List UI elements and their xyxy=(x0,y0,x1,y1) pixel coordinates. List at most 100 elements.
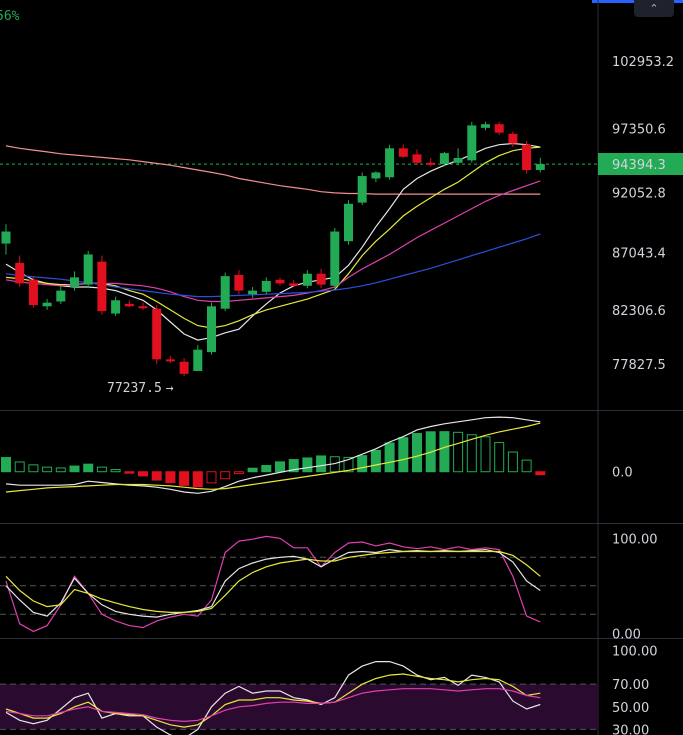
series-line-1 xyxy=(5,673,541,728)
candle-body xyxy=(83,254,93,285)
candle-body xyxy=(494,124,504,133)
candle-body xyxy=(111,300,121,314)
histogram-bar xyxy=(165,471,176,484)
candle-body xyxy=(220,276,230,309)
histogram-bar xyxy=(55,467,66,473)
price-tick-label: 97350.6 xyxy=(612,122,666,137)
candle-body xyxy=(97,261,107,312)
price-tick-label: 102953.2 xyxy=(612,55,674,70)
candle-body xyxy=(289,283,299,286)
histogram-bar xyxy=(466,434,477,473)
header-percent: 56% xyxy=(0,9,20,24)
candle-body xyxy=(1,231,11,244)
series-line-2 xyxy=(5,550,541,614)
candle-body xyxy=(15,262,25,284)
histogram-bar xyxy=(42,466,53,473)
histogram-bar xyxy=(151,471,162,481)
candle-body xyxy=(522,144,532,171)
collapse-button[interactable]: ⌃ xyxy=(634,0,674,17)
rsi-tick-label: 70.00 xyxy=(612,678,649,693)
histogram-bar xyxy=(288,459,299,473)
price-tick-label: 82306.6 xyxy=(612,304,666,319)
candle-body xyxy=(70,277,79,287)
histogram-bar xyxy=(206,471,217,484)
series-line-0 xyxy=(5,145,541,195)
candle-body xyxy=(28,279,38,306)
histogram-bar xyxy=(261,465,272,473)
price-tick-label: 77827.5 xyxy=(612,358,666,373)
histogram-bar xyxy=(83,463,94,473)
series-line-4 xyxy=(5,233,541,298)
price-tick-label: 87043.4 xyxy=(612,247,666,262)
histogram-bar xyxy=(220,471,231,480)
histogram-bar xyxy=(535,471,546,476)
candle-body xyxy=(426,162,436,165)
histogram-bar xyxy=(302,457,313,473)
candle-body xyxy=(357,176,367,203)
candle-body xyxy=(535,164,545,171)
candle-body xyxy=(330,231,340,286)
histogram-bar xyxy=(179,471,190,486)
candle-body xyxy=(152,308,162,360)
candle-body xyxy=(234,274,244,291)
histogram-bar xyxy=(453,431,464,473)
candle-body xyxy=(398,148,408,157)
stoch-tick-label: 100.00 xyxy=(612,532,658,547)
series-line-1 xyxy=(5,548,541,618)
histogram-bar xyxy=(14,461,25,473)
histogram-bar xyxy=(398,437,409,473)
macd-tick-label: 0.0 xyxy=(612,466,633,481)
candle-body xyxy=(193,349,203,371)
candle-body xyxy=(316,273,326,285)
macd-pane: 0.0 xyxy=(1,416,633,494)
rsi-tick-label: 30.00 xyxy=(612,723,649,735)
series-line-1 xyxy=(5,142,541,341)
candle-body xyxy=(165,359,175,362)
candle-body xyxy=(42,302,52,307)
candle-body xyxy=(275,279,285,284)
histogram-bar xyxy=(1,457,11,473)
candle-body xyxy=(179,361,189,374)
low-price-marker: 77237.5 → xyxy=(107,381,174,396)
candle-body xyxy=(261,280,271,292)
candle-body xyxy=(248,290,258,295)
histogram-bar xyxy=(480,436,491,473)
histogram-bar xyxy=(69,465,80,473)
histogram-bar xyxy=(275,461,285,473)
histogram-bar xyxy=(521,459,532,473)
histogram-bar xyxy=(370,449,381,473)
current-price-label: 94394.3 xyxy=(612,158,666,173)
series-line-2 xyxy=(5,688,541,723)
candle-body xyxy=(371,172,381,179)
series-line-1 xyxy=(5,422,541,493)
candle-body xyxy=(124,303,134,307)
price-pane: 102953.2 97350.6 92052.8 87043.4 82306.6 7782… xyxy=(0,55,674,377)
current-price-badge xyxy=(598,153,683,175)
candle-body xyxy=(344,203,353,242)
stochastic-pane: 100.00 0.00 xyxy=(0,532,658,642)
candle-body xyxy=(138,306,148,309)
candle-body xyxy=(508,133,518,144)
rsi-band xyxy=(0,684,598,730)
histogram-bar xyxy=(124,471,135,474)
rsi-tick-label: 100.00 xyxy=(612,644,658,659)
stoch-tick-label: 0.00 xyxy=(612,627,641,642)
histogram-bar xyxy=(247,467,258,473)
candle-body xyxy=(302,273,312,286)
candle-body xyxy=(453,157,463,163)
histogram-bar xyxy=(357,455,368,473)
histogram-bar xyxy=(494,442,505,473)
candle-body xyxy=(439,153,449,164)
candle-body xyxy=(467,125,477,161)
candle-body xyxy=(412,154,422,163)
histogram-bar xyxy=(316,455,327,473)
candle-body xyxy=(385,148,395,178)
histogram-bar xyxy=(384,442,395,473)
histogram-bar xyxy=(138,471,148,477)
series-line-2 xyxy=(5,146,541,329)
candle-body xyxy=(56,290,66,302)
histogram-bar xyxy=(192,471,203,488)
histogram-bar xyxy=(96,466,107,473)
price-tick-label: 92052.8 xyxy=(612,186,666,201)
